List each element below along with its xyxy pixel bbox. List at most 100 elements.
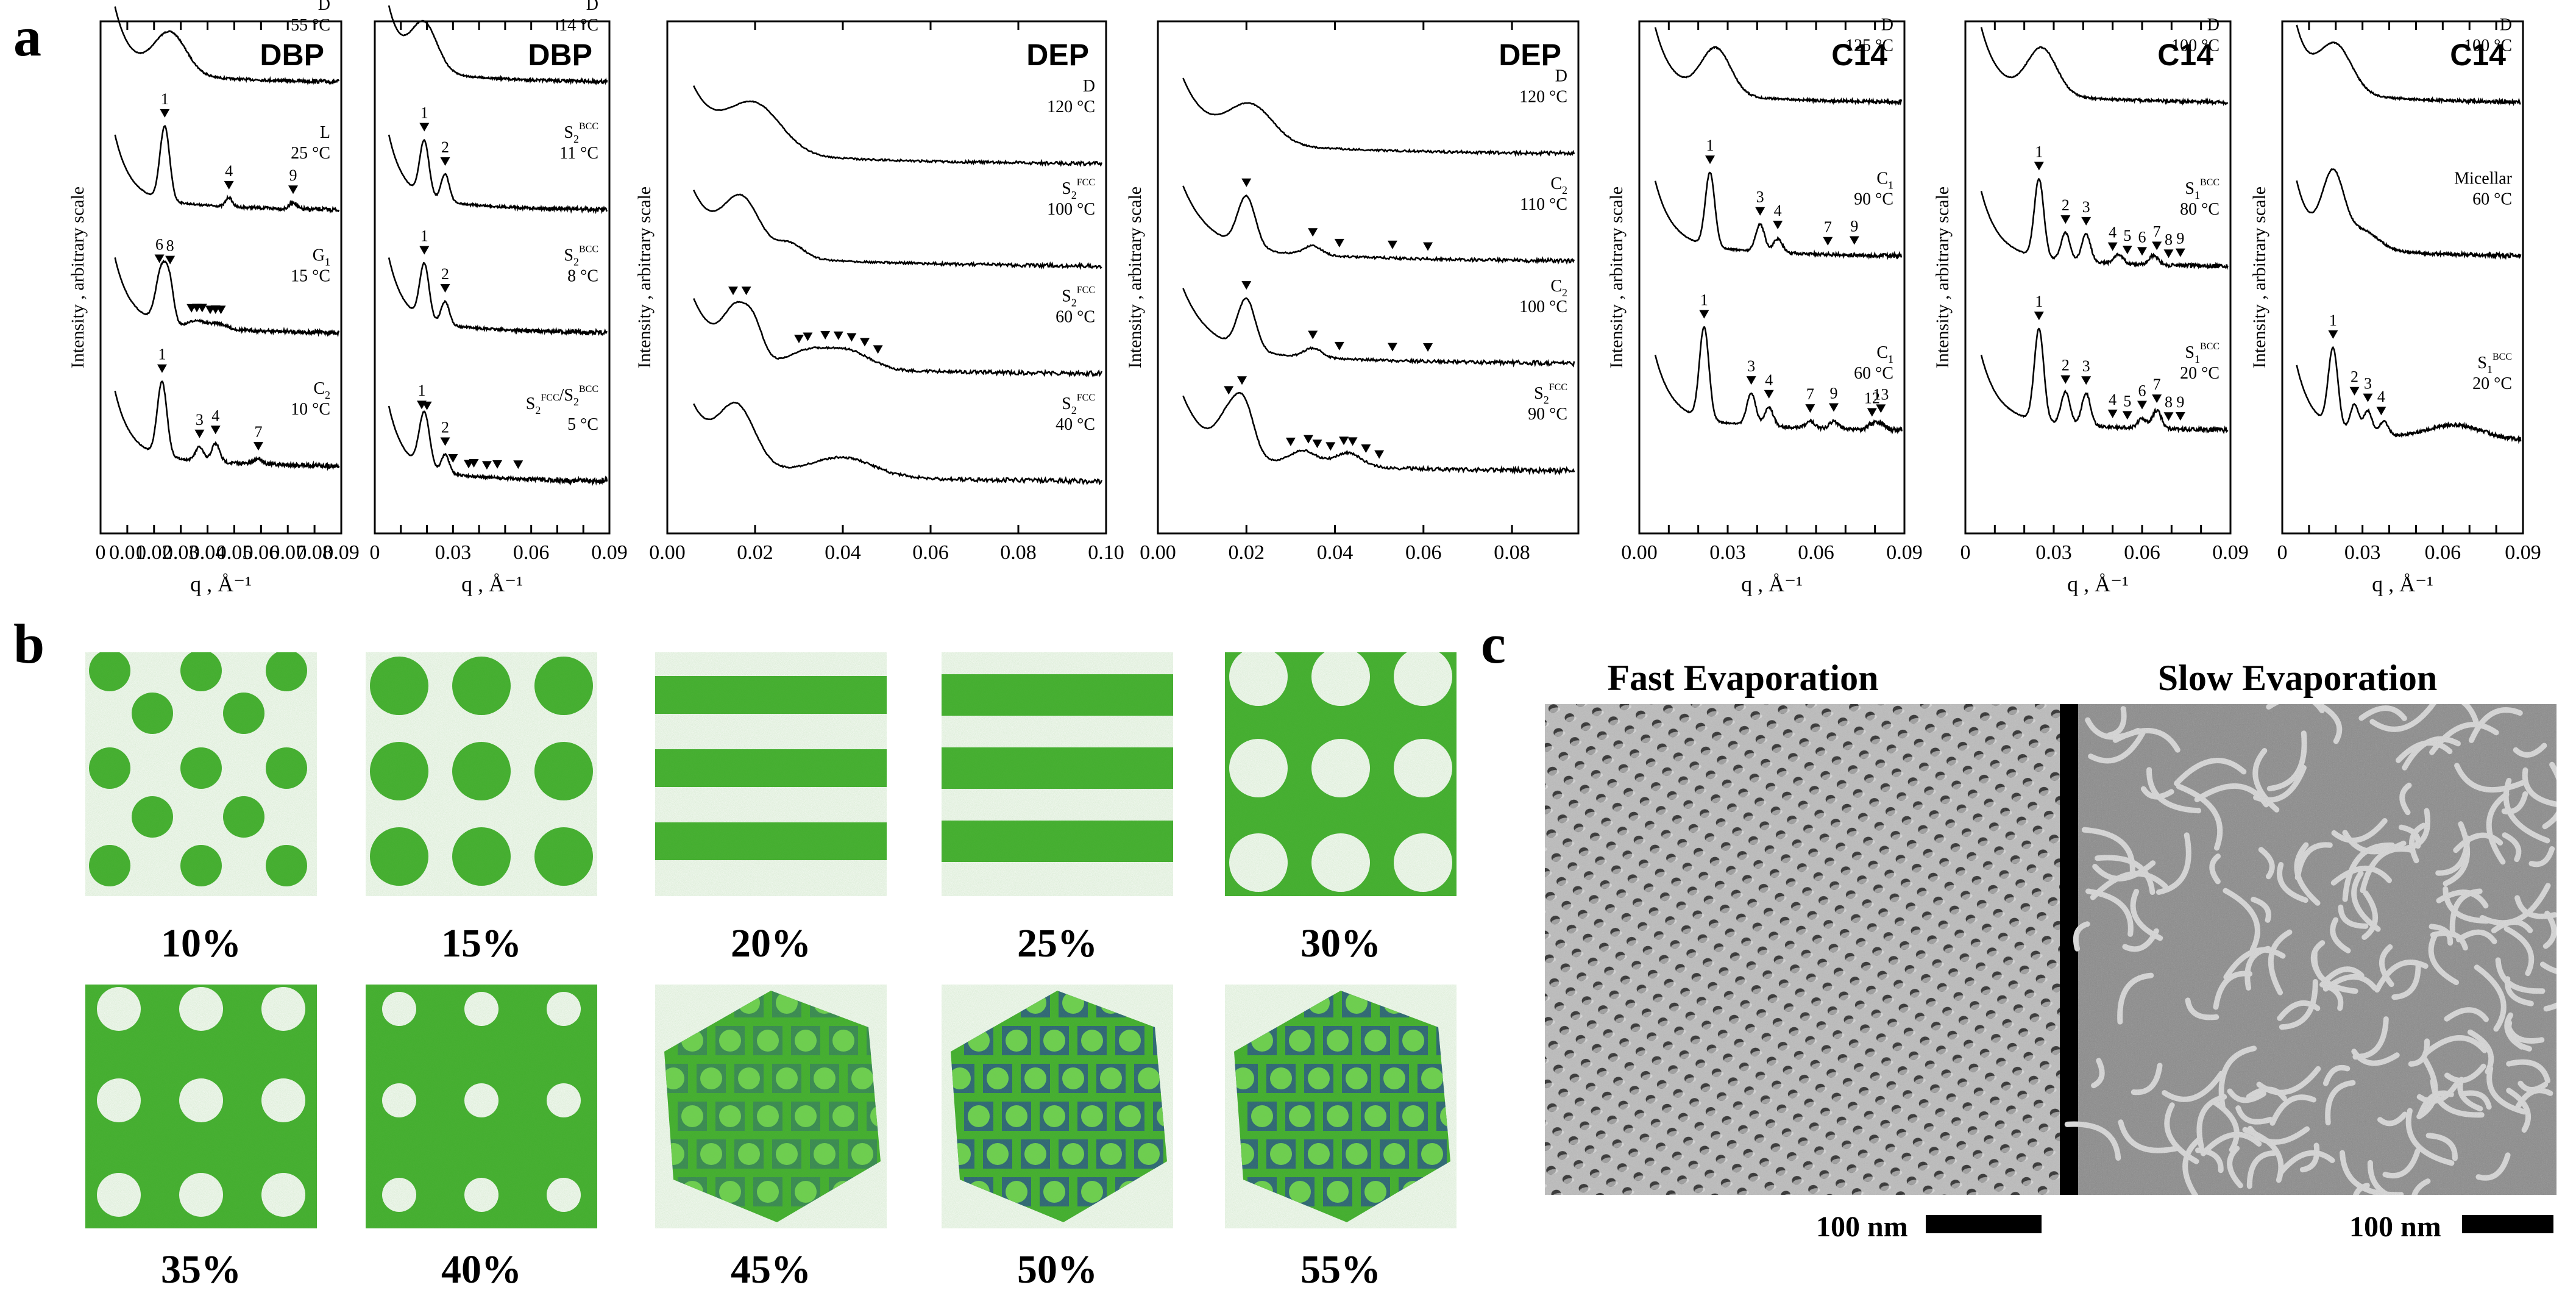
peak-marker xyxy=(2060,215,2071,224)
saxs-curve xyxy=(1182,185,1575,265)
phase-label: Micellar xyxy=(2454,169,2513,188)
peak-marker-label: 2 xyxy=(2062,357,2070,374)
peak-marker xyxy=(728,287,738,296)
plot-frame xyxy=(1157,20,1580,535)
saxs-curve xyxy=(693,190,1102,271)
peak-marker xyxy=(1867,408,1877,417)
peak-marker-label: 5 xyxy=(2123,392,2131,410)
simulation-thumbnail-50pct xyxy=(942,985,1173,1228)
x-axis-label: q , Å⁻¹ xyxy=(2372,572,2433,596)
y-axis-label: Intensity , arbitrary scale xyxy=(68,187,88,368)
peak-marker xyxy=(1361,444,1371,453)
peak-marker-label: 7 xyxy=(2153,376,2161,393)
y-axis-label: Intensity , arbitrary scale xyxy=(1125,187,1145,368)
x-tick-label: 0.03 xyxy=(2344,541,2381,564)
phase-label: S1BCC xyxy=(2477,352,2512,376)
peak-marker xyxy=(2081,216,2092,226)
peak-marker xyxy=(2034,162,2044,171)
plot-frame xyxy=(666,20,1107,535)
temperature-label: 60 °C xyxy=(1056,308,1095,327)
peak-marker xyxy=(1849,236,1859,245)
peak-marker-label: 13 xyxy=(1873,385,1889,403)
peak-marker xyxy=(2034,312,2044,321)
plot-frame xyxy=(1964,20,2232,535)
phase-label: D xyxy=(2207,15,2219,34)
temperature-label: 55 °C xyxy=(291,16,330,35)
peak-marker-label: 3 xyxy=(2364,375,2372,393)
peak-marker-label: 1 xyxy=(2329,312,2337,329)
peak-marker-label: 1 xyxy=(418,382,426,399)
y-axis-label: Intensity , arbitrary scale xyxy=(2249,187,2269,368)
peak-marker-label: 8 xyxy=(2165,393,2173,411)
saxs-plot-svg: 0 0.03 0.06 0.09 q , Å⁻¹ Intensity , arbitrar… xyxy=(2249,15,2541,596)
x-tick-label: 0.03 xyxy=(435,541,472,564)
plot-frame xyxy=(99,20,342,535)
saxs-plot-7: 0 0.03 0.06 0.09 q , Å⁻¹ Intensity , arbitrar… xyxy=(2215,15,2541,600)
peak-marker xyxy=(419,123,430,132)
phase-label: D xyxy=(318,0,330,14)
temperature-label: 80 °C xyxy=(2180,200,2219,219)
temperature-label: 100 °C xyxy=(2464,36,2512,55)
panel-label-b: b xyxy=(13,613,45,675)
temperature-label: 5 °C xyxy=(567,415,598,434)
phase-label: D xyxy=(586,0,598,14)
peak-marker-label: 9 xyxy=(289,166,297,184)
x-tick-label: 0.04 xyxy=(1317,541,1354,564)
peak-marker-label: 1 xyxy=(420,104,428,122)
temperature-label: 125 °C xyxy=(1845,36,1893,55)
peak-marker-label: 1 xyxy=(420,227,428,245)
x-axis-label: q , Å⁻¹ xyxy=(190,572,252,596)
peak-marker xyxy=(1334,238,1344,248)
peak-marker xyxy=(2152,394,2162,404)
peak-marker xyxy=(210,426,221,435)
simulation-label: 55% xyxy=(1300,1247,1381,1292)
simulation-thumbnail-40pct xyxy=(366,985,597,1228)
peak-marker-label: 3 xyxy=(2082,357,2090,375)
phase-label: D xyxy=(1083,77,1095,96)
saxs-curve xyxy=(693,298,1102,378)
peak-marker xyxy=(448,454,458,463)
peak-marker-label: 1 xyxy=(2035,143,2043,160)
x-tick-label: 0.06 xyxy=(2425,541,2461,564)
sem-images xyxy=(1545,704,2556,1195)
x-tick-label: 0.09 xyxy=(591,541,628,564)
x-tick-label: 0.08 xyxy=(1000,541,1037,564)
x-tick-label: 0.04 xyxy=(190,541,226,564)
simulation-label: 35% xyxy=(161,1247,241,1292)
temperature-label: 20 °C xyxy=(2180,364,2219,383)
peak-marker-label: 4 xyxy=(2377,388,2385,405)
peak-marker-label: 4 xyxy=(225,162,233,180)
peak-marker-label: 3 xyxy=(196,411,204,429)
peak-marker xyxy=(1805,404,1815,413)
x-tick-label: 0.09 xyxy=(2505,541,2541,564)
peak-marker-label: 1 xyxy=(161,90,169,108)
peak-marker xyxy=(2349,386,2360,396)
peak-marker xyxy=(419,246,430,255)
simulation-label: 20% xyxy=(731,921,811,966)
peak-marker xyxy=(481,461,492,470)
peak-marker xyxy=(1387,240,1397,249)
x-tick-label: 0.04 xyxy=(825,541,861,564)
peak-marker xyxy=(492,460,503,469)
peak-marker-label: 12 xyxy=(1864,389,1880,407)
temperature-label: 10 °C xyxy=(291,400,330,419)
x-tick-label: 0.02 xyxy=(136,541,172,564)
peak-marker-label: 4 xyxy=(2109,391,2117,408)
peak-marker xyxy=(2163,249,2174,258)
temperature-label: 120 °C xyxy=(1047,98,1095,116)
x-axis-label: q , Å⁻¹ xyxy=(2067,572,2129,596)
peak-marker-label: 2 xyxy=(441,138,449,156)
peak-marker xyxy=(1423,343,1433,352)
temperature-label: 100 °C xyxy=(1047,200,1095,219)
saxs-plot-svg: 0.00 0.03 0.06 0.09 q , Å⁻¹ Intensity , arbit… xyxy=(1606,15,1923,596)
peak-marker xyxy=(1347,437,1358,446)
x-tick-label: 0.06 xyxy=(1798,541,1834,564)
peak-marker xyxy=(2081,376,2092,385)
peak-marker xyxy=(2107,409,2118,418)
plot-frame xyxy=(1638,20,1906,535)
peak-marker xyxy=(513,460,523,469)
temperature-label: 8 °C xyxy=(567,266,598,285)
saxs-curve xyxy=(388,134,608,215)
temperature-label: 60 °C xyxy=(2472,190,2512,208)
